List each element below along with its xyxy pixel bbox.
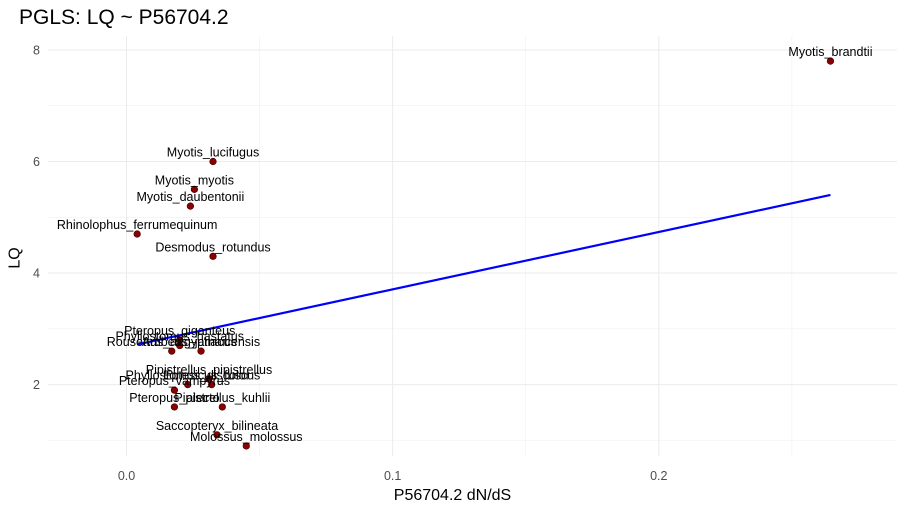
point-label: Pipistrellus_pipistrellus	[146, 363, 272, 377]
data-point	[218, 403, 226, 411]
point-label: Eptesicus_fuscus	[163, 369, 260, 383]
x-tick-label: 0.2	[650, 469, 667, 483]
x-tick-label: 0.1	[384, 469, 401, 483]
point-label: Phyllostomus_hastatus	[115, 330, 244, 344]
point-label: Pipistrellus_kuhlii	[174, 391, 270, 405]
data-point	[168, 347, 176, 355]
point-label: Myotis_lucifugus	[167, 145, 259, 159]
point-label: Phyllostomus_discolor	[126, 369, 250, 383]
data-point	[184, 381, 192, 389]
chart-title: PGLS: LQ ~ P56704.2	[19, 6, 229, 29]
point-label: Desmodus_rotundus	[155, 240, 270, 254]
point-label: Pteropus_alecto	[129, 391, 219, 405]
y-tick-label: 4	[33, 267, 40, 281]
point-label: Artibeus_jamaicensis	[142, 335, 260, 349]
y-tick-label: 8	[33, 43, 40, 57]
data-point	[209, 252, 217, 260]
data-point	[170, 403, 179, 411]
data-point	[205, 375, 213, 383]
point-label: Myotis_daubentonii	[137, 190, 245, 204]
point-label: Saccopteryx_bilineata	[156, 419, 278, 433]
point-label: Myotis_brandtii	[788, 45, 872, 59]
point-label: Molossus_molossus	[190, 430, 303, 444]
point-label: Rousettus_aegyptiacus	[107, 335, 237, 349]
data-point	[826, 57, 835, 65]
y-tick-label: 6	[33, 155, 40, 169]
point-label: Pteropus_giganteus	[124, 324, 235, 338]
data-point	[213, 431, 221, 439]
point-label: Pteropus_vampyrus	[119, 374, 230, 388]
y-tick-label: 2	[33, 378, 40, 392]
data-point	[133, 230, 141, 238]
data-point	[242, 442, 250, 450]
x-tick-label: 0.0	[118, 469, 135, 483]
y-axis-label: LQ	[6, 247, 24, 269]
data-point	[186, 202, 194, 210]
x-axis-label: P56704.2 dN/dS	[393, 487, 512, 504]
point-label: Rhinolophus_ferrumequinum	[57, 218, 218, 232]
data-point	[197, 347, 205, 355]
data-point	[170, 386, 179, 394]
point-label: Myotis_myotis	[155, 173, 234, 187]
regression-line	[136, 193, 831, 346]
data-point	[176, 341, 184, 350]
data-point	[209, 157, 217, 166]
data-point	[190, 185, 198, 193]
